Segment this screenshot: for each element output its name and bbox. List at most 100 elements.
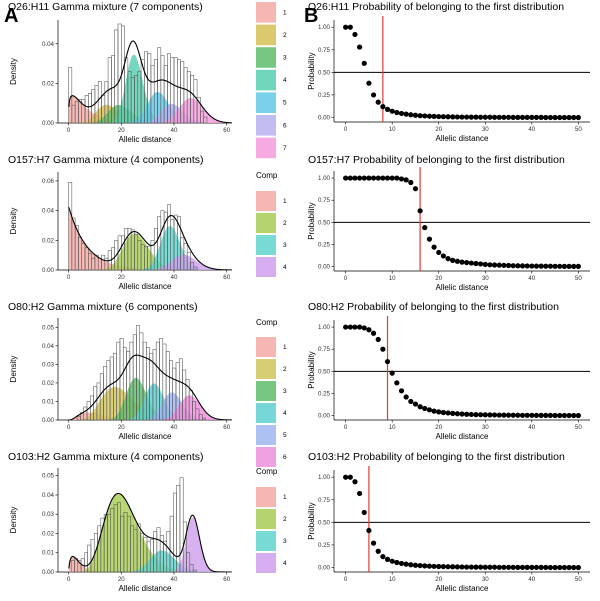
plot-area bbox=[68, 325, 232, 420]
legend-label-6: 6 bbox=[283, 122, 287, 129]
x-tick-label: 40 bbox=[528, 126, 535, 133]
probability-point bbox=[571, 564, 577, 571]
x-tick-label: 0 bbox=[67, 127, 71, 134]
probability-point bbox=[473, 412, 479, 418]
probability-point bbox=[533, 263, 540, 269]
probability-point bbox=[412, 401, 419, 407]
probability-point bbox=[496, 114, 502, 120]
probability-point bbox=[571, 412, 577, 419]
component-area-2 bbox=[68, 233, 232, 270]
component-area-4 bbox=[68, 517, 232, 572]
x-tick-label: 10 bbox=[389, 576, 396, 583]
y-tick-label: 0.00 bbox=[42, 417, 55, 424]
probability-point bbox=[454, 114, 460, 120]
probability-point bbox=[515, 114, 521, 120]
probability-point bbox=[468, 564, 474, 570]
x-tick-label: 20 bbox=[435, 275, 442, 282]
mixture-density-line bbox=[68, 492, 232, 572]
chart-A3: O80:H2 Gamma mixture (6 components)0 20 40… bbox=[8, 301, 287, 467]
legend-swatch-3 bbox=[256, 531, 276, 551]
probability-point bbox=[394, 109, 400, 116]
legend-swatch-6 bbox=[256, 115, 276, 136]
probability-point bbox=[482, 114, 488, 120]
plot-area bbox=[68, 182, 232, 270]
probability-point bbox=[491, 412, 498, 418]
histogram-bar bbox=[189, 564, 194, 572]
histogram-bar bbox=[198, 414, 203, 420]
probability-point bbox=[445, 410, 451, 416]
probability-point bbox=[347, 474, 353, 480]
chart-title: O80:H2 Gamma mixture (6 components) bbox=[8, 301, 198, 313]
x-axis-label: Allelic distance bbox=[436, 134, 489, 143]
mixture-density-line bbox=[68, 207, 232, 270]
legend-label-4: 4 bbox=[283, 264, 287, 271]
legend-swatch-4 bbox=[256, 553, 276, 573]
histogram-bar bbox=[186, 251, 191, 270]
probability-point bbox=[440, 409, 446, 416]
probability-point bbox=[366, 175, 372, 181]
probability-point bbox=[440, 563, 446, 570]
probability-point bbox=[533, 412, 540, 418]
probability-point bbox=[519, 564, 526, 571]
probability-point bbox=[501, 412, 507, 418]
probability-point bbox=[478, 564, 484, 570]
component-area-5 bbox=[68, 91, 232, 123]
probability-point bbox=[487, 262, 493, 268]
legend-label-1: 1 bbox=[283, 9, 287, 16]
y-tick-label: 0.05 bbox=[42, 473, 55, 480]
x-tick-label: 30 bbox=[482, 576, 489, 583]
probability-point bbox=[454, 564, 460, 570]
probability-point bbox=[464, 564, 470, 570]
probability-point bbox=[538, 412, 544, 418]
probability-point bbox=[482, 412, 488, 418]
probability-point bbox=[552, 564, 558, 571]
probability-point bbox=[422, 563, 428, 569]
x-tick-label: 30 bbox=[482, 424, 489, 431]
chart-title: O26:H11 Probability of belonging to the … bbox=[308, 1, 564, 13]
probability-point bbox=[412, 186, 419, 192]
probability-point bbox=[366, 327, 372, 333]
x-tick-label: 50 bbox=[575, 126, 582, 133]
x-tick-label: 40 bbox=[171, 274, 178, 281]
probability-point bbox=[501, 114, 507, 120]
chart-title: O103:H2 Probability of belonging to the … bbox=[308, 451, 565, 463]
probability-point bbox=[459, 259, 465, 265]
y-tick-label: 1.00 bbox=[318, 24, 331, 31]
probability-point bbox=[496, 412, 502, 418]
probability-point bbox=[505, 114, 512, 120]
probability-point bbox=[557, 263, 563, 269]
probability-point bbox=[529, 263, 535, 269]
y-axis-label: Density bbox=[9, 507, 18, 534]
charts-container: O26:H11 Gamma mixture (7 components)0 20 4… bbox=[8, 1, 590, 593]
x-tick-label: 40 bbox=[171, 127, 178, 134]
probability-point bbox=[380, 554, 386, 560]
probability-point bbox=[575, 412, 581, 419]
chart-B1: O26:H11 Probability of belonging to the … bbox=[307, 1, 590, 143]
probability-point bbox=[487, 412, 493, 418]
legend-swatch-2 bbox=[256, 359, 276, 379]
probability-point bbox=[575, 564, 581, 571]
probability-point bbox=[515, 564, 521, 571]
legend-swatch-7 bbox=[256, 137, 276, 159]
y-axis-label: Density bbox=[9, 356, 18, 383]
x-tick-label: 40 bbox=[528, 275, 535, 282]
y-tick-label: 0.04 bbox=[42, 492, 55, 499]
probability-point bbox=[505, 412, 512, 418]
probability-point bbox=[478, 261, 484, 267]
probability-point bbox=[361, 325, 367, 331]
component-area-7 bbox=[68, 98, 232, 123]
panel-label-a: A bbox=[4, 5, 18, 27]
legend-label-6: 6 bbox=[283, 454, 287, 461]
legend-swatch-1 bbox=[256, 191, 276, 211]
component-area-3 bbox=[68, 104, 232, 123]
legend-label-3: 3 bbox=[283, 242, 287, 249]
probability-point bbox=[459, 564, 465, 570]
probability-point bbox=[398, 176, 405, 182]
probability-point bbox=[440, 253, 446, 259]
component-area-4 bbox=[68, 383, 232, 420]
chart-title: O103:H2 Gamma mixture (4 components) bbox=[8, 451, 204, 463]
probability-point bbox=[403, 177, 409, 183]
probability-point bbox=[343, 24, 349, 30]
legend-label-4: 4 bbox=[283, 77, 287, 84]
legend-swatch-4 bbox=[256, 69, 276, 91]
